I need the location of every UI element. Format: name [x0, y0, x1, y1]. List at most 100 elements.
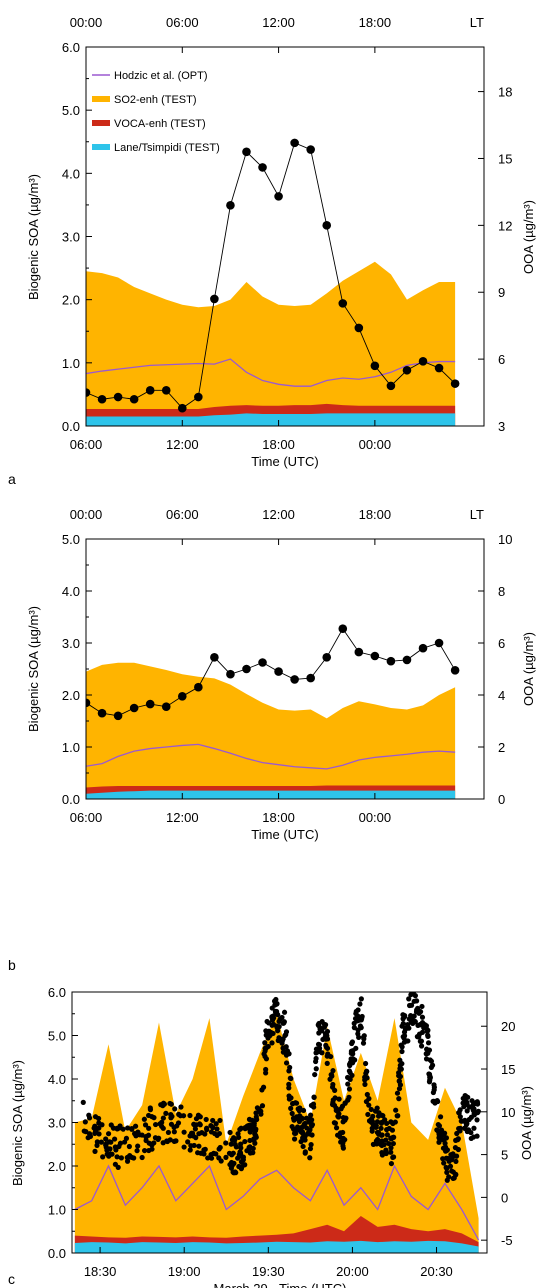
ooa-point	[202, 1131, 208, 1137]
ooa-point	[444, 1165, 450, 1171]
x-tick-label: 18:30	[84, 1264, 117, 1279]
y-tick-label: 2.0	[48, 1159, 66, 1174]
y-tick-label: 4.0	[62, 584, 80, 599]
top-tick-label: 06:00	[166, 507, 199, 522]
ooa-point	[226, 200, 235, 210]
x-axis-title: Time (UTC)	[251, 454, 318, 469]
ooa-point	[253, 1114, 259, 1120]
ooa-point	[231, 1160, 237, 1166]
ooa-point	[214, 1126, 220, 1132]
x-tick-label: 06:00	[70, 810, 103, 825]
y2-tick-label: 15	[501, 1062, 515, 1077]
ooa-point	[399, 1061, 405, 1067]
ooa-point	[270, 1021, 277, 1027]
ooa-point	[379, 1142, 385, 1149]
ooa-point	[338, 624, 348, 633]
ooa-point	[390, 1154, 397, 1160]
ooa-point	[288, 1075, 294, 1082]
ooa-point	[446, 1174, 452, 1180]
y2-tick-label: 12	[498, 218, 512, 233]
ooa-point	[342, 1137, 348, 1143]
ooa-point	[464, 1108, 470, 1114]
ooa-point	[288, 1105, 294, 1111]
ooa-point	[118, 1155, 124, 1161]
ooa-point	[419, 1003, 425, 1010]
ooa-point	[426, 1047, 433, 1053]
y2-tick-label: 2	[498, 740, 505, 755]
ooa-point	[274, 1001, 280, 1007]
ooa-point	[242, 1138, 248, 1145]
ooa-point	[152, 1135, 159, 1141]
ooa-point	[327, 1076, 333, 1082]
ooa-point	[417, 1009, 424, 1015]
ooa-point	[425, 1027, 431, 1033]
ooa-point	[444, 1169, 450, 1176]
ooa-point	[441, 1160, 447, 1166]
chart-panel-b: 0.0 1.0 2.0 3.0 4.0 5.0 0 2 4 6 8 10 06:00 12:00 18:00…	[8, 507, 536, 973]
ooa-point	[396, 1096, 402, 1102]
ooa-point	[275, 1037, 281, 1044]
ooa-point	[354, 323, 364, 333]
x-tick-label: 00:00	[359, 810, 392, 825]
ooa-point	[358, 1025, 364, 1031]
ooa-point	[414, 998, 420, 1004]
top-axis-label: LT	[470, 15, 484, 30]
ooa-point	[152, 1121, 159, 1128]
ooa-point	[240, 1154, 247, 1160]
ooa-point	[468, 1129, 474, 1136]
x-tick-label: 19:30	[252, 1264, 285, 1279]
ooa-point	[418, 357, 428, 366]
ooa-point	[289, 1110, 295, 1117]
ooa-point	[364, 1091, 370, 1098]
ooa-point	[378, 1120, 385, 1126]
ooa-point	[142, 1122, 149, 1128]
ooa-point	[307, 1146, 314, 1152]
ooa-point	[451, 1175, 457, 1181]
ooa-point	[262, 1040, 268, 1046]
ooa-point	[97, 394, 107, 404]
ooa-point	[443, 1135, 450, 1141]
ooa-point	[309, 1122, 315, 1128]
ooa-point	[380, 1113, 386, 1119]
x-tick-label: 06:00	[70, 437, 103, 452]
ooa-point	[139, 1132, 145, 1138]
ooa-point	[202, 1146, 208, 1152]
ooa-point	[463, 1122, 470, 1128]
ooa-point	[330, 1068, 336, 1074]
y2-tick-label: 20	[501, 1019, 515, 1034]
ooa-point	[388, 1160, 395, 1167]
ooa-point	[258, 658, 267, 667]
top-tick-label: 18:00	[359, 15, 392, 30]
ooa-point	[276, 1018, 282, 1025]
y2-tick-label: 4	[498, 688, 505, 703]
ooa-point	[338, 299, 348, 308]
ooa-point	[362, 1074, 368, 1080]
ooa-point	[252, 1126, 258, 1132]
lane-tsimpidi-area	[74, 1240, 479, 1253]
ooa-point	[273, 996, 279, 1003]
ooa-point	[338, 1106, 344, 1112]
ooa-point	[192, 1122, 198, 1128]
ooa-point	[124, 1158, 131, 1164]
ooa-point	[286, 1081, 292, 1087]
ooa-point	[304, 1125, 310, 1131]
ooa-point	[474, 1117, 480, 1123]
legend-swatch	[92, 96, 110, 102]
ooa-point	[180, 1113, 187, 1119]
ooa-point	[113, 1147, 119, 1153]
ooa-point	[300, 1131, 306, 1137]
ooa-point	[283, 1044, 289, 1050]
ooa-point	[350, 1048, 356, 1054]
ooa-point	[335, 1132, 341, 1138]
ooa-point	[352, 1057, 358, 1063]
y-tick-label: 5.0	[48, 1029, 66, 1044]
ooa-point	[91, 1125, 97, 1131]
x-tick-label: 12:00	[166, 810, 199, 825]
ooa-point	[96, 1125, 102, 1131]
ooa-point	[333, 1125, 340, 1131]
ooa-point	[336, 1111, 342, 1117]
ooa-point	[141, 1116, 147, 1122]
lane-tsimpidi-area	[86, 790, 456, 799]
ooa-point	[317, 1025, 323, 1031]
ooa-point	[129, 703, 139, 713]
